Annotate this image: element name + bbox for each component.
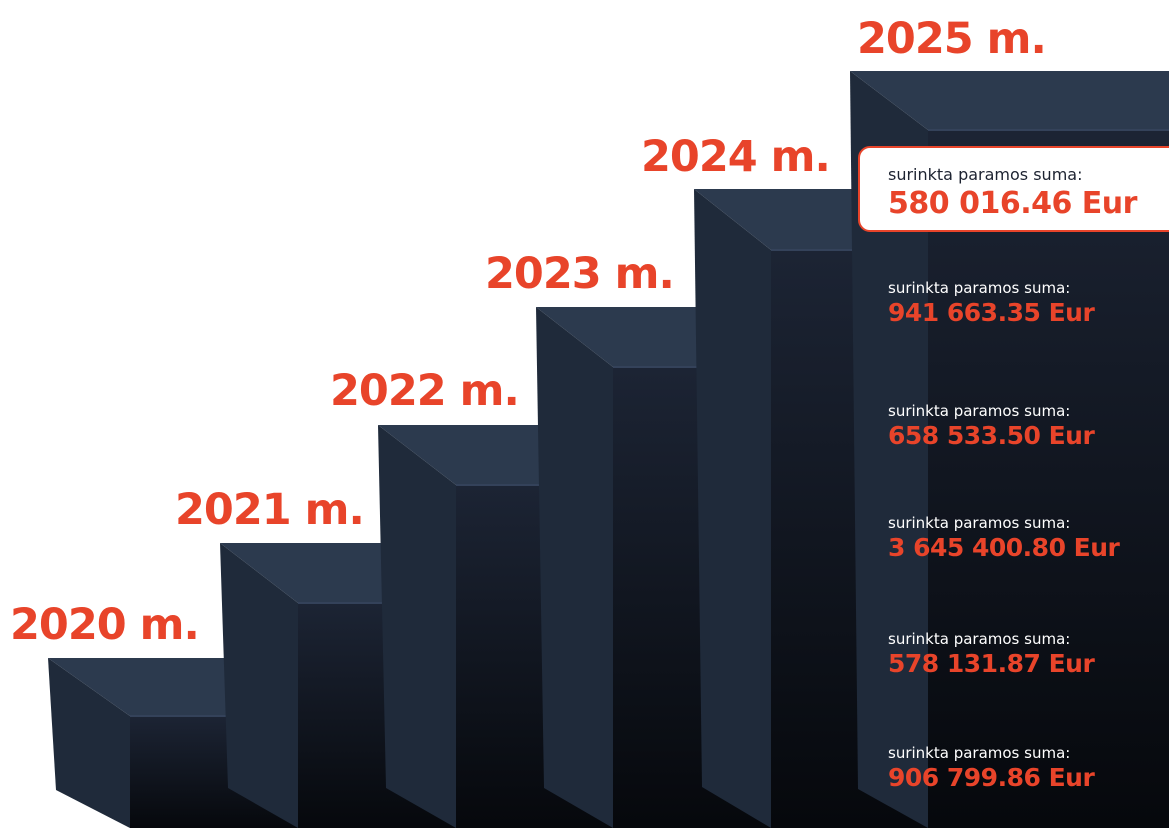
card-caption: surinkta paramos suma: [888,165,1083,184]
step-top-2025 [850,71,1169,130]
caption: surinkta paramos suma: [888,402,1071,420]
card-amount: 580 016.46 Eur [888,186,1137,221]
amount: 3 645 400.80 Eur [888,533,1120,562]
step-info-2024: surinkta paramos suma: 941 663.35 Eur [888,279,1095,329]
caption: surinkta paramos suma: [888,514,1071,532]
year-label-2021: 2021 m. [175,485,365,535]
amount: 906 799.86 Eur [888,763,1095,792]
year-label-2025: 2025 m. [857,14,1047,64]
amount: 658 533.50 Eur [888,421,1095,450]
step-side-2023 [536,307,613,828]
caption: surinkta paramos suma: [888,744,1071,762]
step-info-2022: surinkta paramos suma: 3 645 400.80 Eur [888,514,1120,564]
step-front-2025 [928,130,1169,828]
step-info-2023: surinkta paramos suma: 658 533.50 Eur [888,402,1095,452]
highlight-card-2025: surinkta paramos suma: 580 016.46 Eur [858,146,1169,232]
step-side-2025 [850,71,928,828]
year-label-2024: 2024 m. [641,132,831,182]
step-side-2022 [378,425,456,828]
amount: 578 131.87 Eur [888,649,1095,678]
step-side-2020 [48,658,130,828]
caption: surinkta paramos suma: [888,630,1071,648]
caption: surinkta paramos suma: [888,279,1071,297]
year-label-2020: 2020 m. [10,600,200,650]
step-info-2021: surinkta paramos suma: 578 131.87 Eur [888,630,1095,680]
step-side-2021 [220,543,298,828]
step-info-2020: surinkta paramos suma: 906 799.86 Eur [888,744,1095,794]
amount: 941 663.35 Eur [888,298,1095,327]
year-label-2022: 2022 m. [330,366,520,416]
year-label-2023: 2023 m. [485,249,675,299]
step-side-2024 [694,189,771,828]
